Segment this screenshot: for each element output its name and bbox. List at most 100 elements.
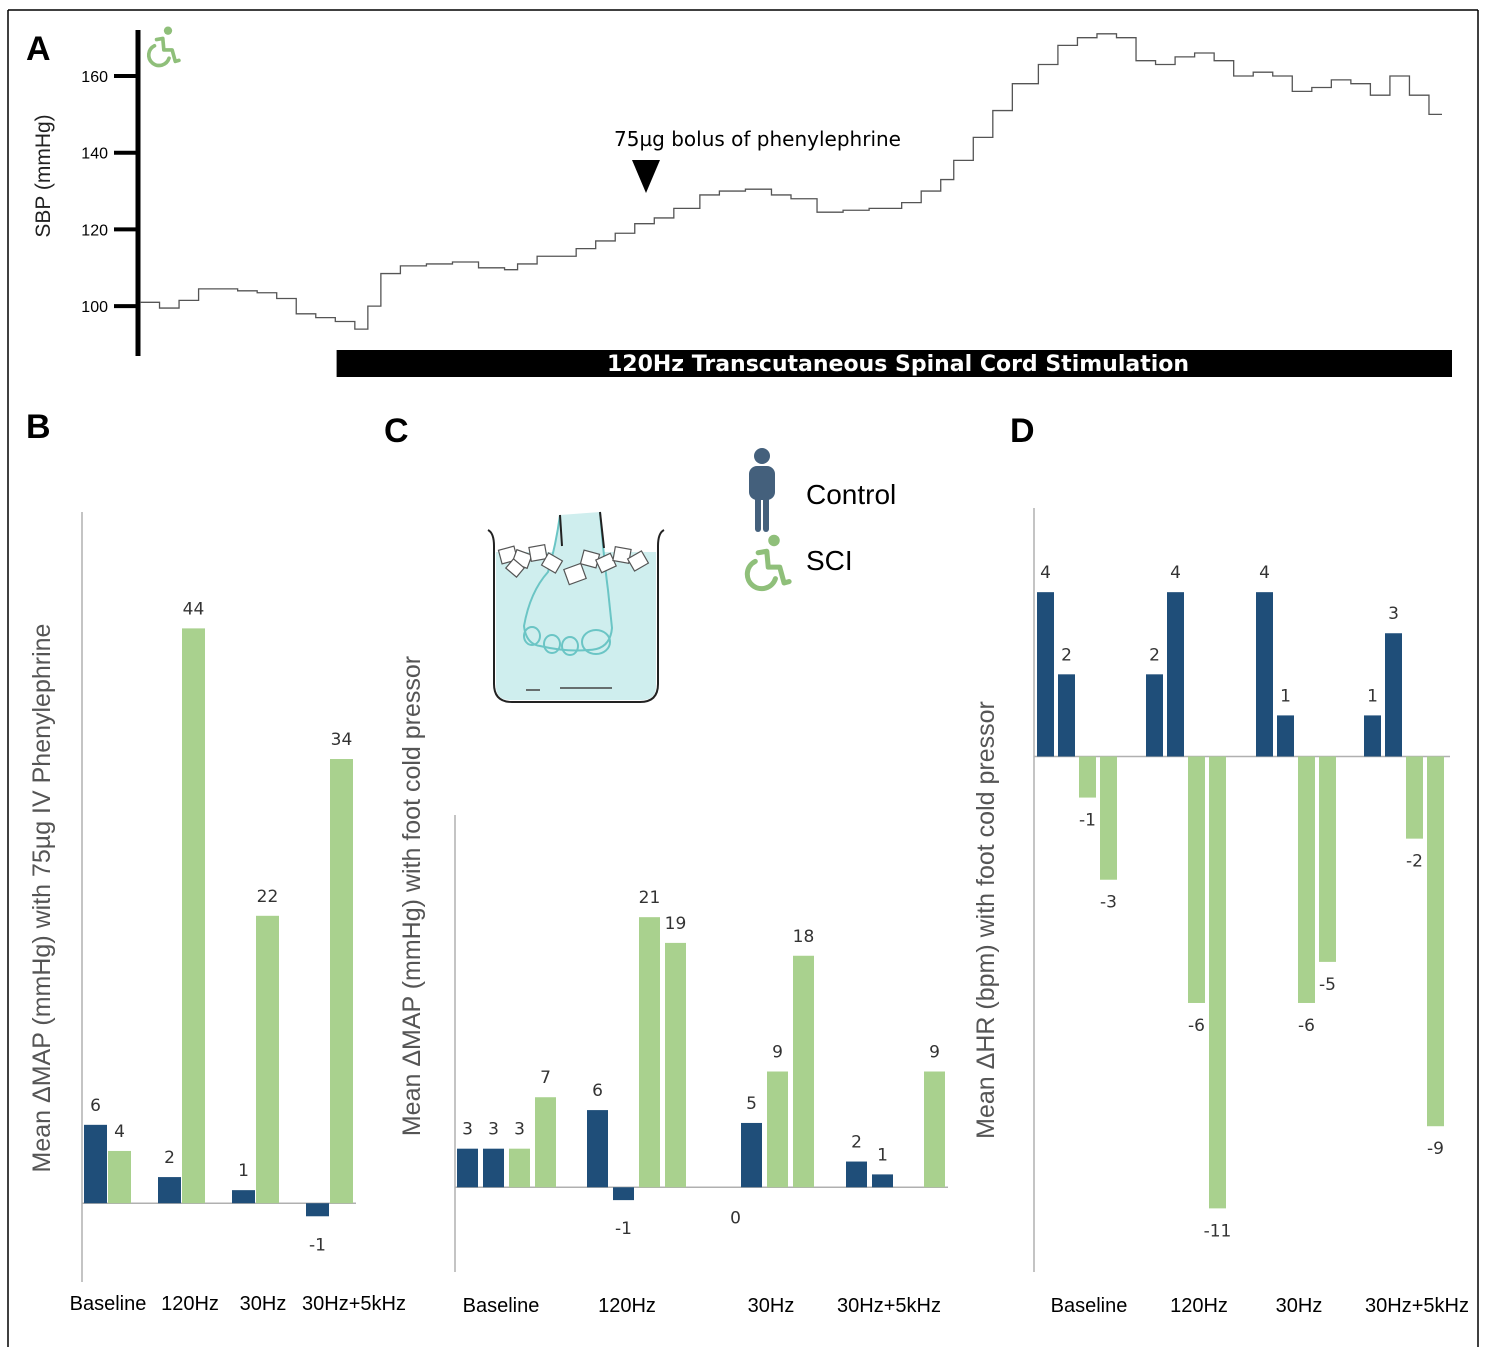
panel-a-y-tick-label: 100 bbox=[81, 299, 108, 316]
panel-d-bar-control bbox=[1167, 592, 1184, 757]
panel-c-value-label: 21 bbox=[639, 888, 661, 908]
panel-c-bar-control bbox=[457, 1148, 478, 1188]
panel-c-bar-sci bbox=[639, 917, 660, 1188]
panel-b-value-label: 4 bbox=[114, 1122, 125, 1142]
panel-label-d: D bbox=[1010, 412, 1035, 450]
stimulation-bar bbox=[336, 350, 1452, 377]
panel-c-category-label: Baseline bbox=[463, 1295, 540, 1317]
panel-c-value-label: 19 bbox=[665, 914, 687, 934]
panel-a-y-tick-label: 160 bbox=[81, 69, 108, 86]
panel-d-value-label: 4 bbox=[1259, 563, 1270, 583]
panel-c-value-label: 18 bbox=[793, 927, 815, 947]
panel-b-value-label: 2 bbox=[164, 1148, 175, 1168]
sbp-trace-line bbox=[140, 33, 1442, 330]
panel-label-c: C bbox=[384, 412, 409, 450]
panel-d-value-label: -6 bbox=[1298, 1016, 1315, 1036]
panel-c-bar-sci bbox=[665, 942, 686, 1188]
panel-c-y-axis-title: Mean ΔMAP (mmHg) with foot cold pressor bbox=[398, 656, 426, 1136]
panel-a-y-axis-title: SBP (mmHg) bbox=[32, 114, 55, 237]
panel-d-chart: Mean ΔHR (bpm) with foot cold pressor 4 2… bbox=[972, 508, 1469, 1317]
panel-d-value-label: -11 bbox=[1204, 1221, 1232, 1241]
panel-c-value-label: 9 bbox=[929, 1043, 940, 1063]
panel-c-category-label: 30Hz+5kHz bbox=[837, 1295, 941, 1317]
bolus-marker-arrow bbox=[632, 160, 660, 193]
panel-c-bar-control bbox=[741, 1122, 762, 1188]
panel-label-a: A bbox=[26, 30, 51, 68]
panel-d-value-label: -6 bbox=[1188, 1016, 1205, 1036]
panel-d-bar-control bbox=[1058, 674, 1075, 757]
panel-b-bar-control bbox=[84, 1124, 107, 1204]
panel-c-value-label: 1 bbox=[877, 1145, 888, 1165]
panel-c-bar-control bbox=[587, 1110, 608, 1188]
panel-a-chart: SBP (mmHg) 100 120 140 160 75µg bolus of ph… bbox=[32, 26, 1452, 377]
panel-b-value-label: 6 bbox=[90, 1096, 101, 1116]
panel-d-bar-sci bbox=[1406, 756, 1423, 839]
panel-b-category-label: 30Hz bbox=[240, 1293, 287, 1315]
panel-c-value-label: 3 bbox=[462, 1120, 473, 1140]
panel-d-bar-sci bbox=[1427, 756, 1444, 1127]
panel-d-bar-control bbox=[1256, 592, 1273, 757]
panel-b-value-label: 34 bbox=[331, 730, 353, 750]
panel-b-bar-control bbox=[232, 1190, 255, 1204]
panel-c-bar-sci bbox=[767, 1071, 788, 1188]
panel-d-value-label: 1 bbox=[1367, 686, 1378, 706]
panel-b-value-label: 22 bbox=[257, 887, 279, 907]
panel-b-category-label: 30Hz+5kHz bbox=[302, 1293, 406, 1315]
panel-d-bar-sci bbox=[1319, 756, 1336, 962]
panel-b-category-label: 120Hz bbox=[161, 1293, 219, 1315]
panel-d-bar-control bbox=[1364, 715, 1381, 757]
bolus-annotation: 75µg bolus of phenylephrine bbox=[614, 127, 901, 151]
panel-d-bar-control bbox=[1277, 715, 1294, 757]
panel-b-bar-sci bbox=[182, 628, 205, 1204]
panel-c-bar-sci bbox=[509, 1148, 530, 1188]
panel-d-value-label: -3 bbox=[1100, 893, 1117, 913]
panel-d-value-label: 4 bbox=[1170, 563, 1181, 583]
panel-d-category-label: 30Hz+5kHz bbox=[1365, 1295, 1469, 1317]
panel-d-category-label: 30Hz bbox=[1276, 1295, 1323, 1317]
panel-d-value-label: 3 bbox=[1388, 604, 1399, 624]
panel-c-value-label: -1 bbox=[615, 1219, 632, 1239]
panel-c-value-label: 5 bbox=[746, 1094, 757, 1114]
panel-c-chart: Mean ΔMAP (mmHg) with foot cold pressor … bbox=[398, 448, 948, 1317]
panel-c-bar-control bbox=[872, 1174, 893, 1188]
panel-b-bar-sci bbox=[256, 915, 279, 1204]
panel-b-bar-sci bbox=[108, 1150, 131, 1204]
panel-d-bar-control bbox=[1146, 674, 1163, 757]
panel-b-y-axis-title: Mean ΔMAP (mmHg) with 75µg IV Phenylephr… bbox=[28, 624, 56, 1173]
panel-d-y-axis-title: Mean ΔHR (bpm) with foot cold pressor bbox=[972, 701, 1000, 1139]
panel-b-value-label: -1 bbox=[309, 1235, 326, 1255]
panel-b-value-label: 1 bbox=[238, 1161, 249, 1181]
panel-a-y-tick-label: 140 bbox=[81, 146, 108, 163]
panel-c-value-label: 2 bbox=[851, 1133, 862, 1153]
panel-c-value-label: 6 bbox=[592, 1081, 603, 1101]
legend-sci-label: SCI bbox=[806, 545, 853, 576]
panel-d-bar-sci bbox=[1079, 756, 1096, 798]
panel-d-bar-sci bbox=[1298, 756, 1315, 1003]
panel-b-bar-control bbox=[306, 1203, 329, 1217]
foot-in-ice-water-icon bbox=[487, 511, 665, 703]
panel-d-value-label: 1 bbox=[1280, 686, 1291, 706]
panel-d-bar-sci bbox=[1100, 756, 1117, 880]
panel-d-value-label: 4 bbox=[1040, 563, 1051, 583]
panel-d-bar-sci bbox=[1209, 756, 1226, 1209]
panel-d-bar-sci bbox=[1188, 756, 1205, 1003]
panel-d-category-label: Baseline bbox=[1051, 1295, 1128, 1317]
panel-b-bar-sci bbox=[330, 759, 353, 1204]
panel-d-category-label: 120Hz bbox=[1170, 1295, 1228, 1317]
panel-b-bar-control bbox=[158, 1177, 181, 1204]
panel-d-value-label: 2 bbox=[1061, 645, 1072, 665]
panel-b-category-label: Baseline bbox=[70, 1293, 147, 1315]
panel-b-value-label: 44 bbox=[183, 599, 205, 619]
panel-c-category-label: 30Hz bbox=[748, 1295, 795, 1317]
panel-d-bar-control bbox=[1385, 633, 1402, 757]
wheelchair-icon bbox=[146, 26, 181, 68]
legend-control-label: Control bbox=[806, 479, 896, 510]
panel-d-bar-control bbox=[1037, 592, 1054, 757]
panel-c-value-label: 0 bbox=[730, 1208, 741, 1228]
panel-c-category-label: 120Hz bbox=[598, 1295, 656, 1317]
panel-c-bar-sci bbox=[793, 955, 814, 1188]
stimulation-label: 120Hz Transcutaneous Spinal Cord Stimula… bbox=[607, 352, 1189, 377]
panel-c-value-label: 9 bbox=[772, 1043, 783, 1063]
panel-c-bar-control bbox=[613, 1187, 634, 1201]
